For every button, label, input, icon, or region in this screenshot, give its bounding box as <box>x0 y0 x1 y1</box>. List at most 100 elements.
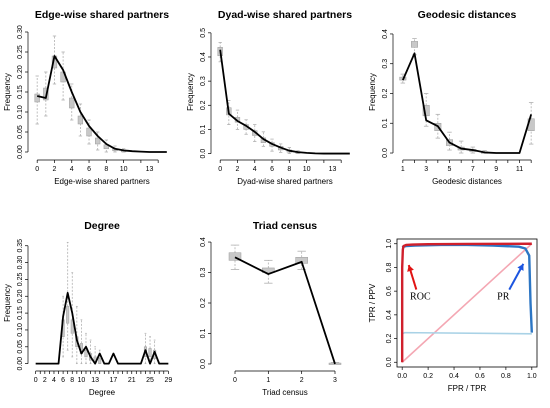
y-axis-label: TPR / PPV <box>368 283 377 322</box>
x-tick-label: 0 <box>218 166 222 173</box>
chart-panel-2: Geodesic distances 1 3 5 7 9 11 0.0 0.1 0.2 0.3 0.4… <box>368 9 535 186</box>
x-tick-label: 6 <box>87 166 91 173</box>
observed-line <box>219 49 350 155</box>
sim-box <box>98 358 102 364</box>
sim-box <box>95 137 101 145</box>
x-tick-label: 0.8 <box>501 373 511 380</box>
x-tick-label: 5 <box>448 166 452 173</box>
x-tick-label: 10 <box>303 166 311 173</box>
x-tick-label: 0 <box>233 377 237 384</box>
x-tick-label: 21 <box>128 377 136 384</box>
chart-title: Edge-wise shared partners <box>35 9 169 21</box>
sim-box <box>84 349 88 358</box>
y-tick-label: 0.0 <box>200 359 207 369</box>
sim-box <box>66 306 70 324</box>
x-tick-label: 1.0 <box>527 373 537 380</box>
x-axis-label: Dyad-wise shared partners <box>237 177 333 186</box>
y-tick-label: 0.4 <box>200 237 207 247</box>
chart-title: Triad census <box>253 220 317 232</box>
chart-panel-3: Degree 0 2 4 6 8 10 13 17 21 25 29 0.00 0.05 0.10 0.15 0… <box>3 220 172 397</box>
y-tick-label: 0.00 <box>17 145 24 159</box>
roc-curve <box>400 242 532 363</box>
y-tick-label: 0.0 <box>200 149 207 159</box>
x-tick-label: 29 <box>164 377 172 384</box>
x-tick-label: 4 <box>52 377 56 384</box>
chart-title: Geodesic distances <box>418 9 517 21</box>
x-tick-label: 13 <box>91 377 99 384</box>
chart-panel-0: Edge-wise shared partners 0 2 4 6 8 10 13 0.00 0.… <box>3 9 169 186</box>
y-tick-label: 0.3 <box>200 268 207 278</box>
y-tick-label: 0.1 <box>200 329 207 339</box>
y-tick-label: 0.30 <box>17 256 24 270</box>
sim-box <box>148 348 152 358</box>
arrow-head <box>517 263 524 271</box>
y-tick-label: 0.1 <box>382 118 389 128</box>
x-tick-label: 0.6 <box>475 373 485 380</box>
pr-curve <box>401 243 534 333</box>
sim-box <box>77 115 84 125</box>
y-axis-label: Frequency <box>3 284 12 322</box>
x-tick-label: 1 <box>266 377 270 384</box>
y-tick-label: 0.2 <box>382 89 389 99</box>
y-tick-label: 0.2 <box>200 100 207 110</box>
sim-box <box>69 97 75 109</box>
y-tick-label: 0.0 <box>386 357 393 367</box>
y-tick-label: 0.1 <box>200 124 207 134</box>
x-tick-label: 2 <box>53 166 57 173</box>
x-axis-label: Edge-wise shared partners <box>54 177 150 186</box>
pr-random-line <box>401 331 532 335</box>
x-tick-label: 1 <box>401 166 405 173</box>
sim-box <box>411 41 418 48</box>
x-tick-label: 13 <box>146 166 154 173</box>
y-tick-label: 0.25 <box>17 45 24 59</box>
x-tick-label: 9 <box>494 166 498 173</box>
y-tick-label: 0.05 <box>17 340 24 354</box>
x-tick-label: 0.4 <box>449 373 459 380</box>
observed-line <box>234 256 336 365</box>
x-tick-label: 13 <box>329 166 337 173</box>
chart-panel-4: Triad census 0 1 2 3 0.0 0.1 0.2 0.3 0.4 Triad cen… <box>200 220 342 397</box>
y-tick-label: 0.4 <box>200 52 207 62</box>
sim-box <box>228 252 242 261</box>
sim-box <box>70 319 74 334</box>
y-tick-label: 0.8 <box>386 262 393 272</box>
y-tick-label: 0.00 <box>17 357 24 371</box>
y-tick-label: 0.5 <box>200 28 207 38</box>
y-tick-label: 0.30 <box>17 25 24 39</box>
y-tick-label: 0.4 <box>382 29 389 39</box>
x-tick-label: 8 <box>104 166 108 173</box>
x-tick-label: 0 <box>34 377 38 384</box>
arrow-head <box>407 265 414 272</box>
y-tick-label: 0.3 <box>382 59 389 69</box>
y-tick-label: 0.0 <box>382 148 389 158</box>
y-axis-label: Frequency <box>368 73 377 111</box>
x-tick-label: 17 <box>110 377 118 384</box>
y-tick-label: 0.20 <box>17 289 24 303</box>
x-tick-label: 11 <box>516 166 523 173</box>
y-tick-label: 0.35 <box>17 239 24 253</box>
sim-box <box>34 93 40 103</box>
y-tick-label: 0.6 <box>386 286 393 296</box>
x-axis-label: Triad census <box>262 388 308 397</box>
y-tick-label: 1.0 <box>386 239 393 249</box>
x-tick-label: 0 <box>35 166 39 173</box>
observed-line <box>402 52 533 154</box>
y-tick-label: 0.25 <box>17 273 24 287</box>
x-tick-label: 0.0 <box>397 373 407 380</box>
sim-box <box>86 127 92 137</box>
annotation-pr: PR <box>497 292 510 303</box>
y-tick-label: 0.4 <box>386 310 393 320</box>
observed-line <box>35 291 169 365</box>
x-tick-label: 6 <box>61 377 65 384</box>
x-tick-label: 3 <box>424 166 428 173</box>
y-tick-label: 0.05 <box>17 125 24 139</box>
x-tick-label: 10 <box>120 166 128 173</box>
x-tick-label: 10 <box>78 377 86 384</box>
x-tick-label: 2 <box>43 377 47 384</box>
y-tick-label: 0.10 <box>17 323 24 337</box>
y-axis-label: Frequency <box>186 73 195 111</box>
x-tick-label: 3 <box>333 377 337 384</box>
x-tick-label: 2 <box>300 377 304 384</box>
x-tick-label: 0.2 <box>423 373 433 380</box>
